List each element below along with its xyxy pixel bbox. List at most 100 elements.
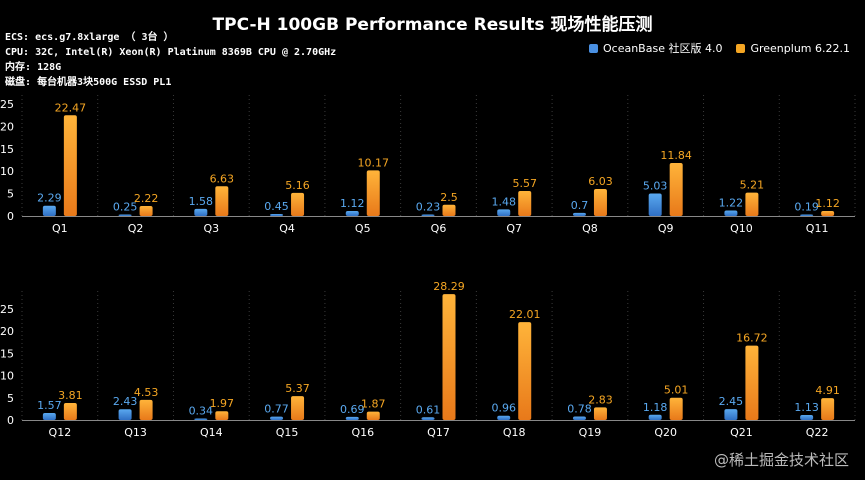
bar-greenplum-q16[interactable] bbox=[366, 411, 380, 420]
x-tick-label: Q16 bbox=[351, 426, 374, 439]
y-tick-label: 25 bbox=[0, 98, 14, 111]
y-tick-label: 0 bbox=[7, 414, 14, 427]
bar-greenplum-q8[interactable] bbox=[593, 188, 607, 216]
data-label-oceanbase: 0.78 bbox=[567, 403, 592, 416]
bar-oceanbase-q20[interactable] bbox=[648, 414, 662, 420]
x-tick-label: Q15 bbox=[276, 426, 299, 439]
bar-greenplum-q13[interactable] bbox=[139, 399, 153, 420]
y-tick-label: 5 bbox=[7, 392, 14, 405]
bar-greenplum-q4[interactable] bbox=[291, 192, 305, 216]
data-label-oceanbase: 1.22 bbox=[719, 197, 744, 210]
bar-greenplum-q3[interactable] bbox=[215, 186, 229, 216]
bar-oceanbase-q1[interactable] bbox=[42, 205, 56, 216]
data-label-oceanbase: 1.13 bbox=[794, 401, 819, 414]
data-label-greenplum: 5.16 bbox=[285, 179, 310, 192]
data-label-oceanbase: 0.25 bbox=[113, 201, 138, 214]
y-tick-label: 15 bbox=[0, 347, 14, 360]
bar-greenplum-q19[interactable] bbox=[593, 407, 607, 420]
bar-greenplum-q15[interactable] bbox=[291, 396, 305, 420]
bar-oceanbase-q17[interactable] bbox=[421, 417, 435, 420]
bar-greenplum-q6[interactable] bbox=[442, 204, 456, 216]
bar-greenplum-q21[interactable] bbox=[745, 345, 759, 420]
bar-oceanbase-q21[interactable] bbox=[724, 409, 738, 420]
bar-greenplum-q12[interactable] bbox=[63, 403, 77, 420]
data-label-greenplum: 2.5 bbox=[440, 191, 458, 204]
x-tick-label: Q22 bbox=[806, 426, 829, 439]
bar-oceanbase-q19[interactable] bbox=[572, 416, 586, 420]
y-tick-label: 10 bbox=[0, 370, 14, 383]
x-tick-label: Q12 bbox=[49, 426, 72, 439]
data-label-oceanbase: 0.19 bbox=[794, 201, 819, 214]
data-label-oceanbase: 2.29 bbox=[37, 192, 62, 205]
data-label-greenplum: 11.84 bbox=[660, 149, 692, 162]
data-label-oceanbase: 0.77 bbox=[264, 403, 289, 416]
bar-greenplum-q11[interactable] bbox=[821, 210, 835, 216]
x-tick-label: Q10 bbox=[730, 222, 753, 235]
bar-greenplum-q17[interactable] bbox=[442, 294, 456, 420]
bar-greenplum-q1[interactable] bbox=[63, 115, 77, 216]
bar-oceanbase-q15[interactable] bbox=[270, 416, 284, 420]
spec-ecs-label: ECS: bbox=[5, 32, 30, 43]
bar-oceanbase-q16[interactable] bbox=[345, 416, 359, 420]
spec-disk-value: 每台机器3块500G ESSD PL1 bbox=[37, 77, 172, 88]
bar-oceanbase-q5[interactable] bbox=[345, 210, 359, 216]
data-label-greenplum: 22.47 bbox=[55, 101, 87, 114]
x-tick-label: Q2 bbox=[128, 222, 144, 235]
bar-oceanbase-q6[interactable] bbox=[421, 214, 435, 217]
bar-oceanbase-q10[interactable] bbox=[724, 210, 738, 216]
spec-disk: 磁盘: 每台机器3块500G ESSD PL1 bbox=[5, 75, 336, 90]
data-label-greenplum: 5.01 bbox=[664, 384, 689, 397]
data-label-oceanbase: 0.7 bbox=[571, 199, 589, 212]
data-label-greenplum: 4.53 bbox=[134, 386, 159, 399]
spec-disk-label: 磁盘: bbox=[5, 77, 32, 88]
bar-greenplum-q9[interactable] bbox=[669, 162, 683, 216]
bar-oceanbase-q22[interactable] bbox=[800, 414, 814, 420]
bar-oceanbase-q11[interactable] bbox=[800, 214, 814, 217]
bar-oceanbase-q4[interactable] bbox=[270, 213, 284, 216]
bar-greenplum-q10[interactable] bbox=[745, 192, 759, 216]
bar-greenplum-q2[interactable] bbox=[139, 206, 153, 216]
spec-memory: 内存: 128G bbox=[5, 60, 336, 75]
watermark: @稀土掘金技术社区 bbox=[713, 451, 849, 469]
spec-memory-label: 内存: bbox=[5, 62, 32, 73]
spec-cpu-value: 32C, Intel(R) Xeon(R) Platinum 8369B CPU… bbox=[35, 47, 337, 58]
bar-greenplum-q18[interactable] bbox=[518, 322, 532, 420]
data-label-greenplum: 5.37 bbox=[285, 382, 310, 395]
data-label-greenplum: 1.87 bbox=[361, 398, 386, 411]
bar-oceanbase-q13[interactable] bbox=[118, 409, 132, 420]
bar-oceanbase-q8[interactable] bbox=[572, 212, 586, 216]
bar-oceanbase-q2[interactable] bbox=[118, 214, 132, 217]
data-label-greenplum: 16.72 bbox=[736, 332, 768, 345]
bar-oceanbase-q12[interactable] bbox=[42, 413, 56, 420]
data-label-greenplum: 3.81 bbox=[58, 389, 83, 402]
bar-greenplum-q7[interactable] bbox=[518, 191, 532, 216]
bar-greenplum-q20[interactable] bbox=[669, 397, 683, 420]
data-label-oceanbase: 1.57 bbox=[37, 399, 62, 412]
x-tick-label: Q4 bbox=[279, 222, 295, 235]
legend-item-greenplum[interactable]: Greenplum 6.22.1 bbox=[736, 40, 850, 56]
bar-greenplum-q5[interactable] bbox=[366, 170, 380, 216]
x-tick-label: Q19 bbox=[579, 426, 602, 439]
data-label-greenplum: 2.83 bbox=[588, 393, 613, 406]
data-label-oceanbase: 1.48 bbox=[491, 195, 516, 208]
bar-oceanbase-q7[interactable] bbox=[497, 209, 511, 216]
chart-title: TPC-H 100GB Performance Results 现场性能压测 bbox=[212, 15, 653, 35]
data-label-greenplum: 22.01 bbox=[509, 308, 541, 321]
bar-greenplum-q22[interactable] bbox=[821, 398, 835, 420]
bar-greenplum-q14[interactable] bbox=[215, 411, 229, 420]
x-tick-label: Q8 bbox=[582, 222, 598, 235]
data-label-oceanbase: 1.18 bbox=[643, 401, 668, 414]
bar-oceanbase-q9[interactable] bbox=[648, 193, 662, 216]
x-tick-label: Q20 bbox=[654, 426, 677, 439]
chart-panel-top: 0 5 10 15 20 25 2.29 22.47 Q1 0.252.22 Q2 1.58 6.63 Q… bbox=[0, 95, 856, 235]
bar-oceanbase-q3[interactable] bbox=[194, 208, 208, 216]
data-label-oceanbase: 0.61 bbox=[416, 403, 441, 416]
data-label-oceanbase: 2.45 bbox=[719, 395, 744, 408]
data-label-greenplum: 6.63 bbox=[210, 172, 235, 185]
bar-oceanbase-q14[interactable] bbox=[194, 418, 208, 420]
x-tick-label: Q11 bbox=[806, 222, 829, 235]
legend-item-oceanbase[interactable]: OceanBase 社区版 4.0 bbox=[589, 40, 722, 56]
bar-oceanbase-q18[interactable] bbox=[497, 415, 511, 420]
data-label-greenplum: 2.22 bbox=[134, 192, 159, 205]
